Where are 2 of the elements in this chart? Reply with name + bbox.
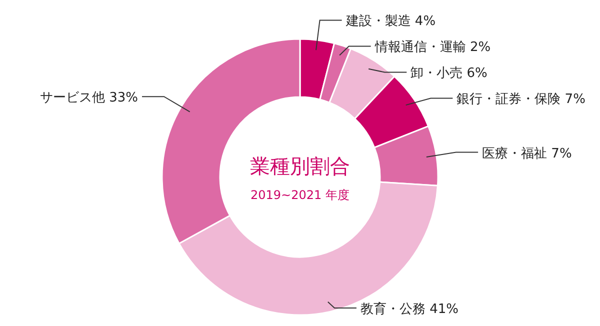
text: 業種別割合 <box>250 154 350 178</box>
text: 2019~2021 年度 <box>250 188 350 202</box>
